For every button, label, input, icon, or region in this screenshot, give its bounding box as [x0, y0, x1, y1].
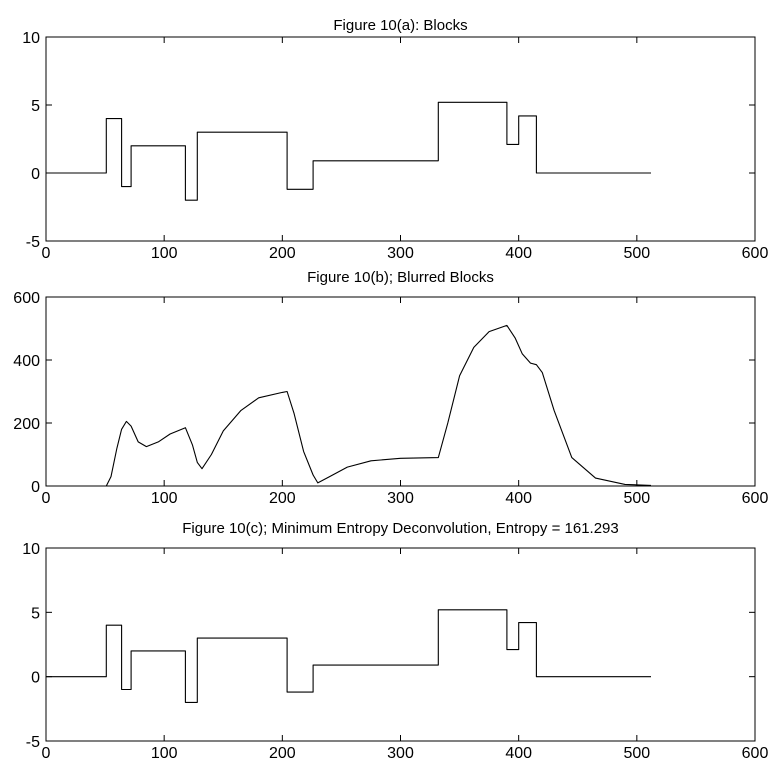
y-tick-label: 0 — [31, 670, 40, 687]
x-tick-label: 0 — [42, 490, 51, 507]
x-tick-label: 0 — [42, 245, 51, 262]
subplot-3: Figure 10(c); Minimum Entropy Deconvolut… — [22, 520, 768, 762]
x-tick-label: 600 — [742, 245, 769, 262]
y-tick-label: -5 — [26, 234, 40, 251]
x-tick-label: 100 — [151, 245, 178, 262]
y-tick-label: 200 — [13, 416, 40, 433]
x-tick-label: 100 — [151, 745, 178, 762]
x-tick-label: 400 — [505, 490, 532, 507]
y-tick-label: 5 — [31, 605, 40, 622]
x-tick-label: 100 — [151, 490, 178, 507]
x-tick-label: 300 — [387, 745, 414, 762]
x-tick-label: 600 — [742, 745, 769, 762]
subplot-2: Figure 10(b); Blurred Blocks 0 100 200 300 40… — [13, 269, 768, 507]
series-line — [46, 101, 651, 201]
series-line — [46, 324, 652, 487]
y-tick-label: 0 — [31, 479, 40, 496]
y-tick-label: 5 — [31, 98, 40, 115]
x-tick-label: 500 — [623, 745, 650, 762]
x-tick-label: 400 — [505, 245, 532, 262]
x-tick-label: 300 — [387, 490, 414, 507]
y-tick-label: 400 — [13, 353, 40, 370]
plot-frame — [45, 36, 756, 242]
x-tick-label: 200 — [269, 490, 296, 507]
chart-title: Figure 10(a): Blocks — [333, 17, 467, 34]
plot-frame — [45, 547, 756, 742]
chart-title: Figure 10(b); Blurred Blocks — [307, 269, 494, 286]
x-tick-label: 600 — [742, 490, 769, 507]
x-tick-label: 200 — [269, 745, 296, 762]
x-tick-label: 500 — [623, 245, 650, 262]
x-tick-label: 500 — [623, 490, 650, 507]
x-tick-label: 300 — [387, 245, 414, 262]
x-tick-label: 400 — [505, 745, 532, 762]
y-tick-label: 10 — [22, 541, 40, 558]
x-tick-label: 0 — [42, 745, 51, 762]
x-tick-label: 200 — [269, 245, 296, 262]
series-line — [46, 609, 651, 703]
y-tick-label: 10 — [22, 30, 40, 47]
plot-frame — [45, 296, 756, 487]
chart-title: Figure 10(c); Minimum Entropy Deconvolut… — [182, 520, 618, 537]
y-tick-label: -5 — [26, 734, 40, 751]
y-tick-label: 0 — [31, 166, 40, 183]
y-tick-label: 600 — [13, 290, 40, 307]
